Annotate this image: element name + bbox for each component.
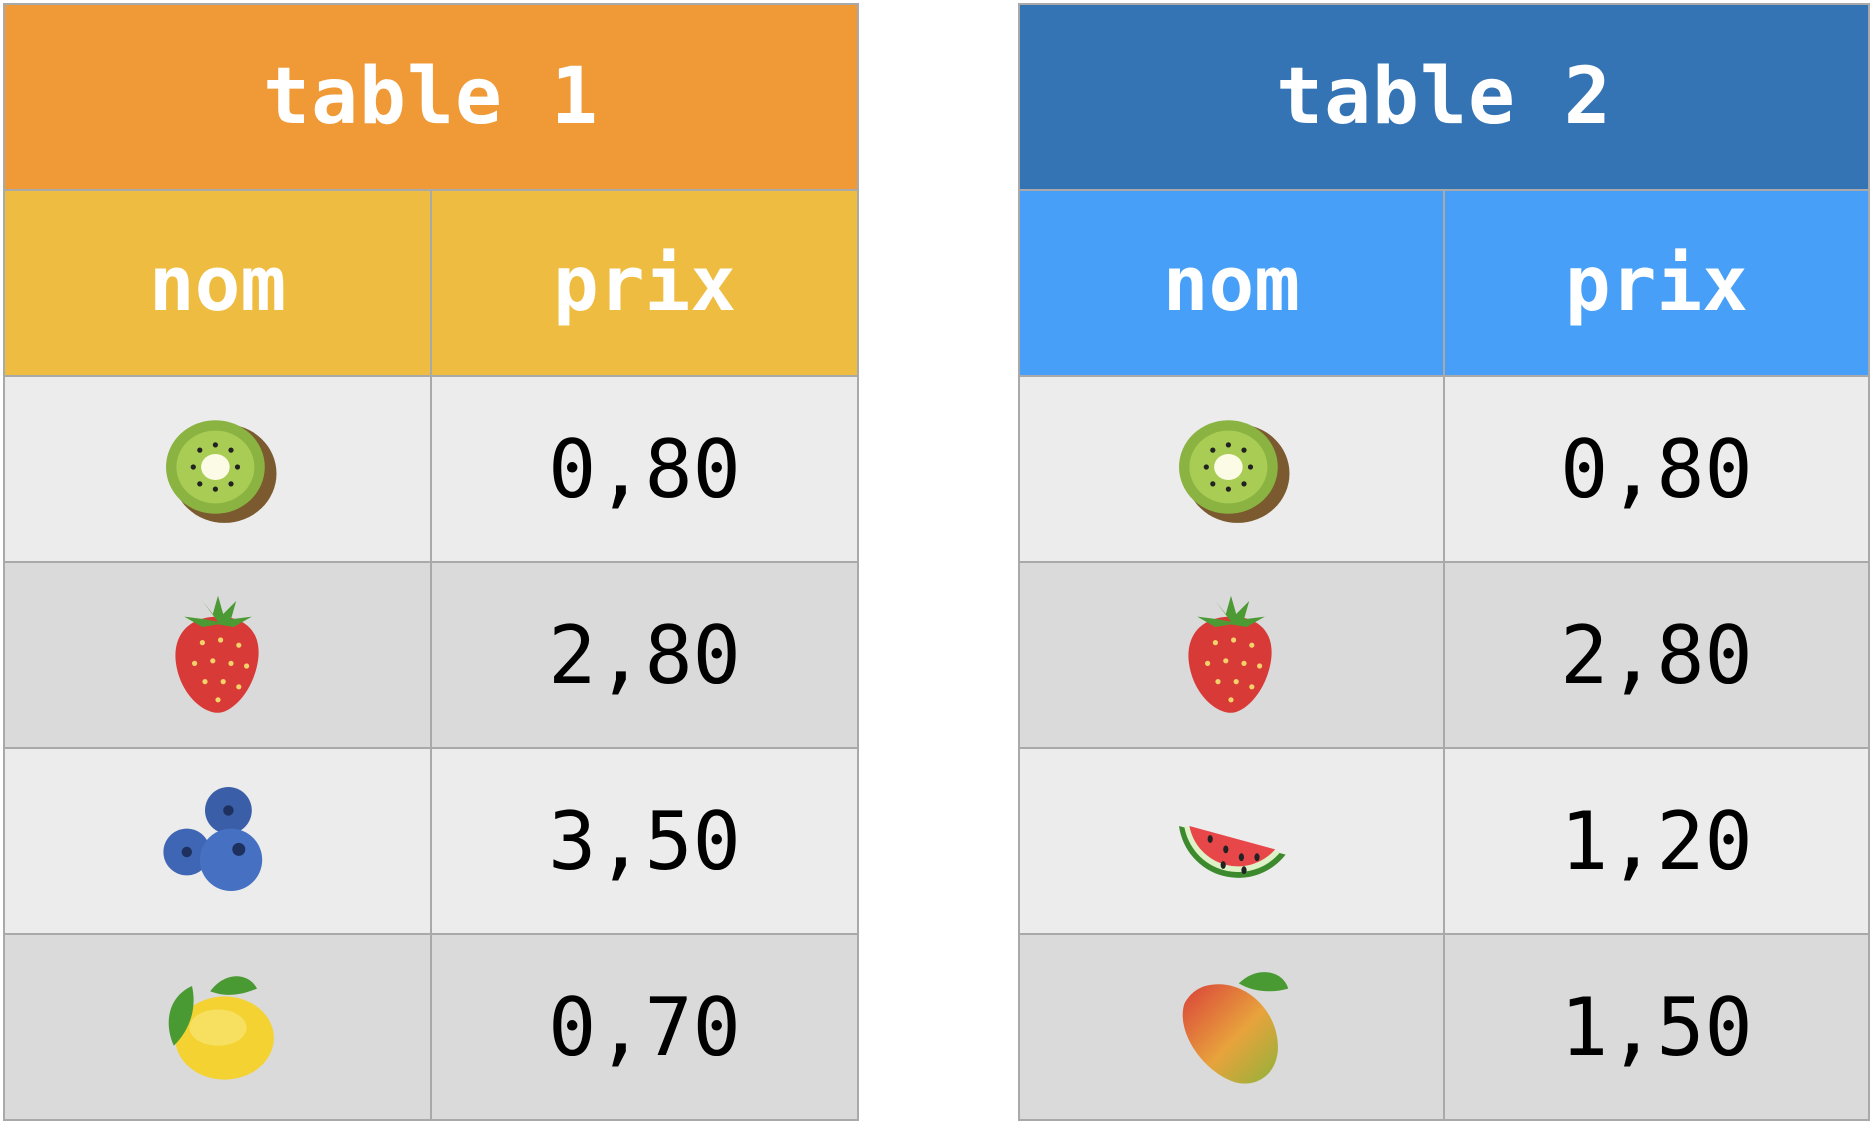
blueberries-icon [162, 787, 262, 891]
price-cell: 2,80 [430, 561, 859, 749]
table-row: 0,80 [3, 375, 859, 563]
table-title: table 2 [1018, 3, 1870, 191]
lemon-icon [168, 976, 274, 1080]
fruit-cell [3, 747, 432, 935]
column-header-nom: nom [1018, 189, 1445, 377]
kiwi-icon [165, 420, 276, 523]
kiwi-icon [1179, 420, 1290, 523]
fruit-cell [3, 933, 432, 1121]
strawberry-icon [174, 595, 259, 713]
price-cell: 3,50 [430, 747, 859, 935]
table-row: 3,50 [3, 747, 859, 935]
column-header-prix: prix [1442, 189, 1870, 377]
column-header-nom: nom [3, 189, 432, 377]
price-cell: 2,80 [1442, 561, 1870, 749]
strawberry-icon [1188, 595, 1273, 713]
mango-icon [1183, 972, 1289, 1084]
column-header-prix: prix [430, 189, 859, 377]
table-row: 0,70 [3, 933, 859, 1121]
table-row: 0,80 [1018, 375, 1870, 563]
price-cell: 0,80 [1442, 375, 1870, 563]
table-row: 1,20 [1018, 747, 1870, 935]
fruit-cell [1018, 375, 1445, 563]
fruit-cell [3, 561, 432, 749]
table-2: table 2 nom prix 0,80 [1018, 3, 1870, 1121]
fruit-cell [1018, 561, 1445, 749]
table-row: 2,80 [1018, 561, 1870, 749]
price-cell: 1,20 [1442, 747, 1870, 935]
fruit-cell [1018, 747, 1445, 935]
table-row: 1,50 [1018, 933, 1870, 1121]
fruit-cell [3, 375, 432, 563]
price-cell: 1,50 [1442, 933, 1870, 1121]
price-cell: 0,70 [430, 933, 859, 1121]
table-row: 2,80 [3, 561, 859, 749]
price-cell: 0,80 [430, 375, 859, 563]
table-title: table 1 [3, 3, 859, 191]
fruit-cell [1018, 933, 1445, 1121]
table-1: table 1 nom prix 0,80 [3, 3, 859, 1121]
watermelon-icon [1179, 826, 1286, 878]
